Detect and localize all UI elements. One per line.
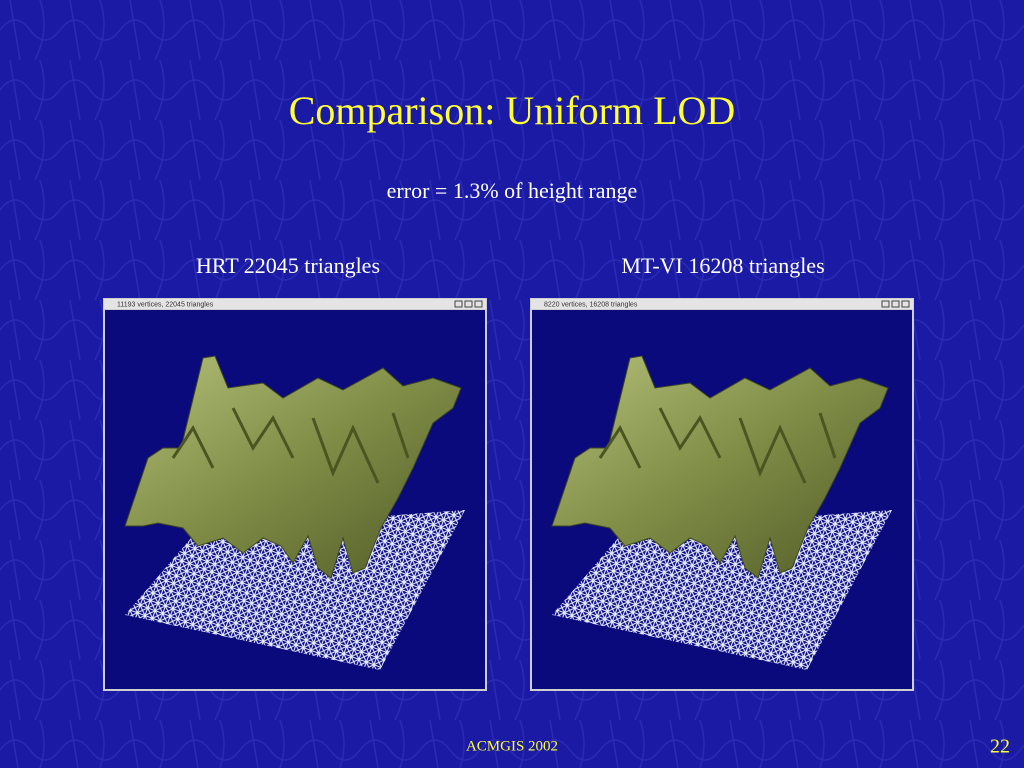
panel-caption: HRT 22045 triangles	[196, 253, 380, 278]
panel-caption: MT-VI 16208 triangles	[621, 253, 824, 278]
footer: ACMGIS 2002	[466, 738, 558, 754]
subtitle: error = 1.3% of height range	[387, 178, 638, 203]
render-window: 11193 vertices, 22045 triangles	[101, 296, 489, 693]
window-title: 11193 vertices, 22045 triangles	[117, 301, 214, 308]
slide-title: Comparison: Uniform LOD	[289, 88, 736, 133]
page-number: 22	[990, 736, 1010, 758]
window-title: 8220 vertices, 16208 triangles	[544, 301, 638, 308]
render-window: 8220 vertices, 16208 triangles	[528, 296, 916, 693]
